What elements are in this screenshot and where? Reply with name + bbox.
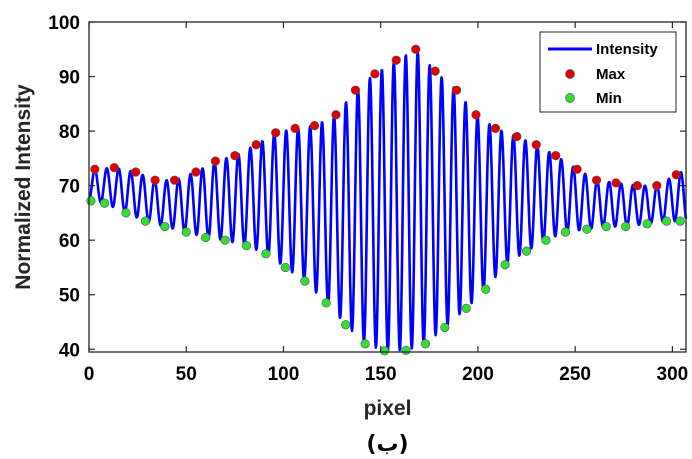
x-tick-label: 250 bbox=[559, 364, 591, 385]
x-tick-label: 50 bbox=[176, 364, 197, 385]
min-point bbox=[500, 260, 510, 270]
min-point bbox=[160, 221, 170, 232]
min-point bbox=[261, 249, 271, 259]
min-point bbox=[241, 241, 252, 251]
min-point bbox=[379, 346, 390, 356]
min-point bbox=[300, 276, 310, 286]
max-point bbox=[591, 175, 602, 185]
min-point bbox=[642, 219, 652, 229]
x-tick-label: 200 bbox=[462, 364, 494, 385]
max-point bbox=[169, 175, 180, 185]
max-point bbox=[411, 44, 421, 54]
legend-min-label: Min bbox=[596, 90, 622, 107]
max-point bbox=[490, 123, 501, 133]
min-point bbox=[341, 320, 351, 330]
min-point bbox=[220, 235, 230, 245]
min-point bbox=[181, 227, 191, 237]
max-point bbox=[671, 170, 681, 180]
min-point bbox=[86, 196, 96, 206]
y-tick-label: 80 bbox=[59, 122, 80, 143]
max-point bbox=[109, 163, 119, 173]
max-point bbox=[451, 85, 462, 95]
legend-intensity-label: Intensity bbox=[596, 41, 658, 58]
x-tick-label: 0 bbox=[84, 364, 95, 385]
max-point bbox=[271, 128, 281, 138]
max-point bbox=[531, 140, 541, 150]
min-point bbox=[440, 322, 450, 333]
min-point bbox=[601, 221, 611, 232]
max-point bbox=[309, 121, 320, 131]
y-tick-label: 40 bbox=[59, 340, 80, 361]
max-point bbox=[251, 140, 261, 150]
min-point bbox=[280, 262, 291, 273]
min-point bbox=[121, 208, 131, 218]
max-point bbox=[191, 167, 201, 177]
plot-frame bbox=[88, 21, 687, 353]
legend-min-marker bbox=[565, 93, 575, 103]
min-point bbox=[481, 284, 491, 294]
min-point bbox=[621, 221, 631, 232]
y-axis-label: Normalized Intensity bbox=[12, 84, 35, 290]
max-point bbox=[350, 85, 361, 95]
min-point bbox=[321, 298, 331, 308]
min-point bbox=[420, 339, 431, 349]
min-point bbox=[140, 216, 150, 226]
min-point bbox=[201, 232, 211, 243]
x-tick-label: 300 bbox=[657, 364, 689, 385]
legend-max-marker bbox=[565, 69, 575, 79]
legend: Intensity Max Min bbox=[539, 31, 677, 113]
max-point bbox=[131, 167, 141, 177]
figure-caption: (ب) bbox=[366, 432, 408, 457]
max-point bbox=[572, 164, 582, 174]
max-point bbox=[512, 131, 522, 142]
min-point bbox=[99, 198, 110, 208]
max-point bbox=[150, 175, 160, 185]
min-point bbox=[541, 235, 551, 245]
max-point bbox=[551, 151, 561, 161]
legend-box bbox=[539, 31, 677, 113]
y-tick-label: 100 bbox=[48, 13, 80, 34]
x-tick-label: 100 bbox=[268, 364, 300, 385]
min-point bbox=[401, 345, 411, 355]
max-point bbox=[370, 69, 380, 79]
max-point bbox=[290, 123, 300, 133]
min-point bbox=[461, 303, 471, 313]
max-point bbox=[230, 151, 240, 161]
min-point bbox=[675, 216, 685, 226]
max-point bbox=[210, 156, 221, 166]
max-point bbox=[391, 55, 401, 65]
max-point bbox=[471, 110, 481, 120]
max-point bbox=[331, 110, 341, 120]
min-point bbox=[560, 227, 571, 237]
y-tick-label: 70 bbox=[59, 177, 80, 198]
min-point bbox=[521, 246, 532, 256]
legend-max-label: Max bbox=[596, 66, 626, 83]
max-point bbox=[652, 181, 662, 191]
x-tick-label: 150 bbox=[365, 364, 397, 385]
max-point bbox=[611, 178, 621, 188]
max-point bbox=[632, 181, 642, 191]
y-tick-label: 90 bbox=[59, 68, 80, 89]
y-tick-label: 50 bbox=[59, 286, 80, 307]
min-point bbox=[360, 339, 370, 349]
min-point bbox=[582, 224, 592, 234]
y-tick-label: 60 bbox=[59, 231, 80, 252]
x-axis-label: pixel bbox=[364, 397, 412, 420]
max-point bbox=[90, 164, 100, 174]
max-point bbox=[430, 66, 440, 76]
min-point bbox=[661, 216, 672, 226]
